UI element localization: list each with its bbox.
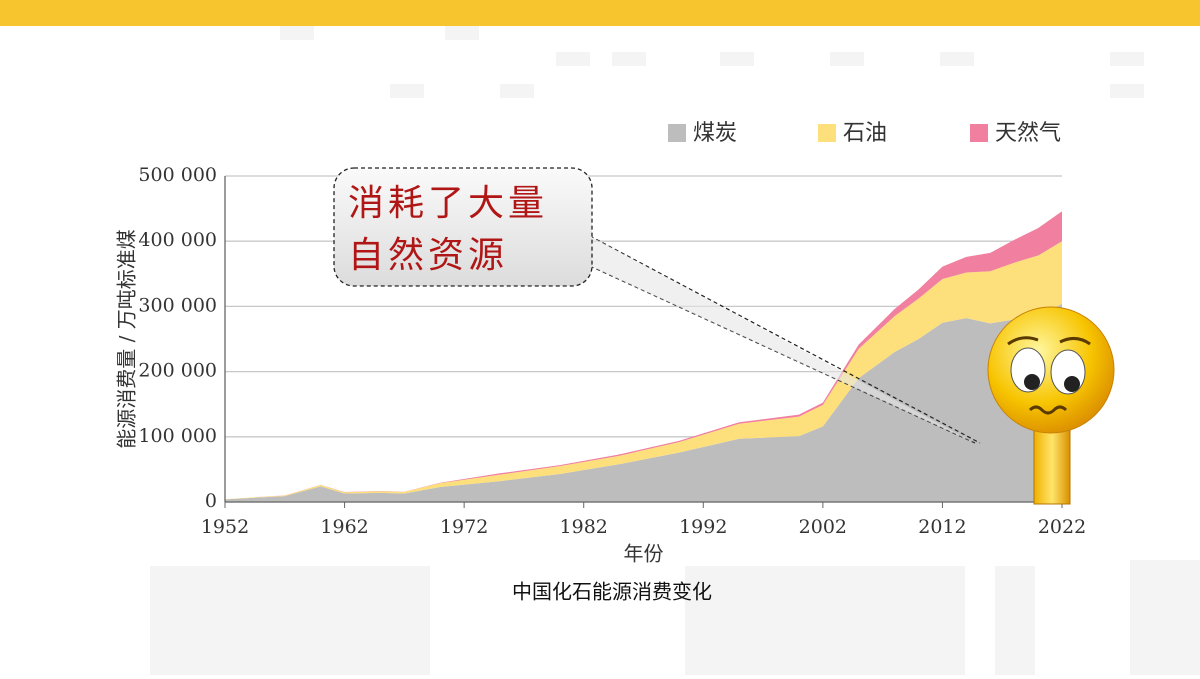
legend-swatch [668, 124, 686, 142]
legend-label: 天然气 [995, 121, 1061, 146]
x-tick-label: 1952 [201, 516, 249, 538]
y-axis-label: 能源消费量 / 万吨标准煤 [115, 229, 139, 448]
emoji-brow [1007, 336, 1091, 346]
emoji [987, 306, 1115, 505]
x-tick-label: 2022 [1038, 516, 1086, 538]
y-tick-label: 100 000 [138, 425, 217, 447]
x-tick-label: 1962 [320, 516, 368, 538]
callout-text: 自然资源 [348, 235, 508, 276]
legend-label: 石油 [843, 121, 887, 146]
emoji-mouth [1028, 405, 1068, 415]
plot-area: 0 100 000 200 000 300 000 400 000 500 000 1952… [115, 121, 1087, 566]
emoji-pupil [1064, 376, 1080, 392]
x-tick-label: 1982 [560, 516, 608, 538]
x-tick-label: 1972 [440, 516, 488, 538]
callout: 消耗了大量 自然资源 [333, 167, 981, 444]
y-tick-label: 500 000 [138, 164, 217, 186]
legend-label: 煤炭 [693, 121, 737, 146]
legend-swatch [818, 124, 836, 142]
y-tick-label: 200 000 [138, 360, 217, 382]
callout-text: 消耗了大量 [348, 183, 548, 224]
x-tick-label: 2012 [918, 516, 966, 538]
background-decoration [150, 26, 1200, 675]
y-tick-label: 300 000 [138, 294, 217, 316]
x-tick-label: 2002 [799, 516, 847, 538]
top-bar [0, 0, 1200, 26]
emoji-pupil [1024, 374, 1040, 390]
legend-swatch [970, 124, 988, 142]
caption: 中国化石能源消费变化 [512, 580, 712, 604]
y-tick-label: 400 000 [138, 229, 217, 251]
x-tick-label: 1992 [679, 516, 727, 538]
callout-tail [590, 236, 975, 443]
y-tick-label: 0 [205, 490, 217, 512]
area [225, 303, 1062, 502]
x-axis-label: 年份 [624, 542, 664, 566]
callout-box [333, 167, 593, 287]
